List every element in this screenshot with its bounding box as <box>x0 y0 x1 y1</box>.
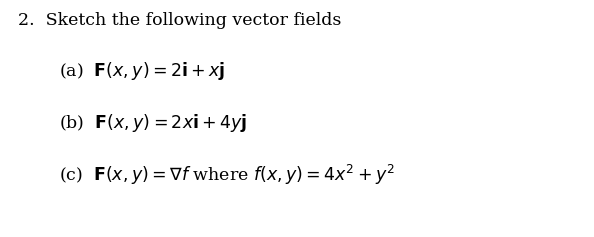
Text: (c)  $\mathbf{F}(x, y) = \nabla f$ where $f(x, y) = 4x^2 + y^2$: (c) $\mathbf{F}(x, y) = \nabla f$ where … <box>59 163 396 187</box>
Text: (a)  $\mathbf{F}(x, y) = 2\mathbf{i} + x\mathbf{j}$: (a) $\mathbf{F}(x, y) = 2\mathbf{i} + x\… <box>59 60 226 82</box>
Text: (b)  $\mathbf{F}(x, y) = 2x\mathbf{i} + 4y\mathbf{j}$: (b) $\mathbf{F}(x, y) = 2x\mathbf{i} + 4… <box>59 112 248 134</box>
Text: 2.  Sketch the following vector fields: 2. Sketch the following vector fields <box>18 12 341 29</box>
